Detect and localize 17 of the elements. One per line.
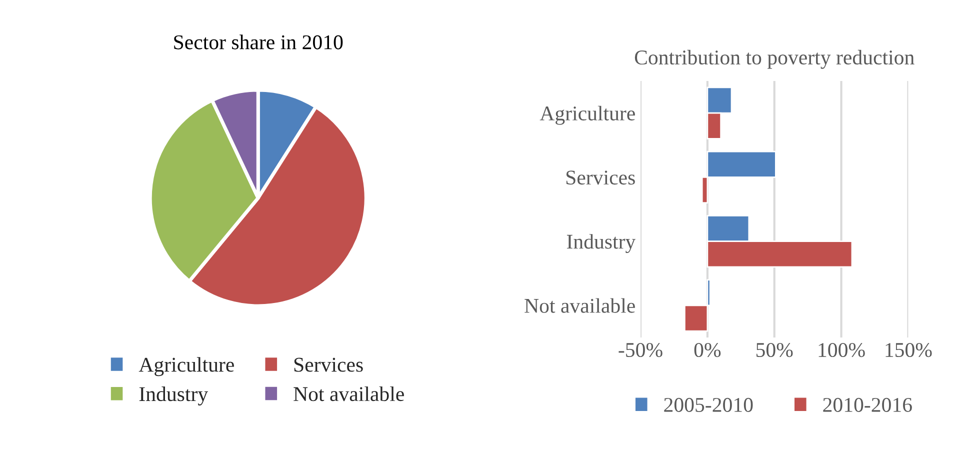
y-tick-label: Industry	[566, 234, 636, 254]
x-tick-label: -50%	[618, 342, 662, 358]
chart-title: Contribution to poverty reduction	[634, 50, 914, 69]
x-tick-label: 50%	[756, 342, 793, 358]
y-tick-label: Agriculture	[540, 106, 635, 125]
legend-label: Services	[294, 358, 363, 372]
x-tick-label: 0%	[694, 342, 721, 358]
legend-label: Industry	[139, 386, 208, 406]
legend-label: Not available	[294, 386, 404, 402]
x-tick-label: 100%	[818, 342, 865, 358]
y-tick-label: Not available	[524, 298, 635, 313]
legend-label: 2005-2010	[664, 398, 753, 412]
chart-title: Sector share in 2010	[174, 34, 343, 50]
legend-label: Agriculture	[138, 357, 234, 376]
legend-label: 2010-2016	[823, 398, 912, 412]
x-tick-label: 150%	[886, 342, 932, 358]
y-tick-label: Services	[566, 170, 635, 185]
